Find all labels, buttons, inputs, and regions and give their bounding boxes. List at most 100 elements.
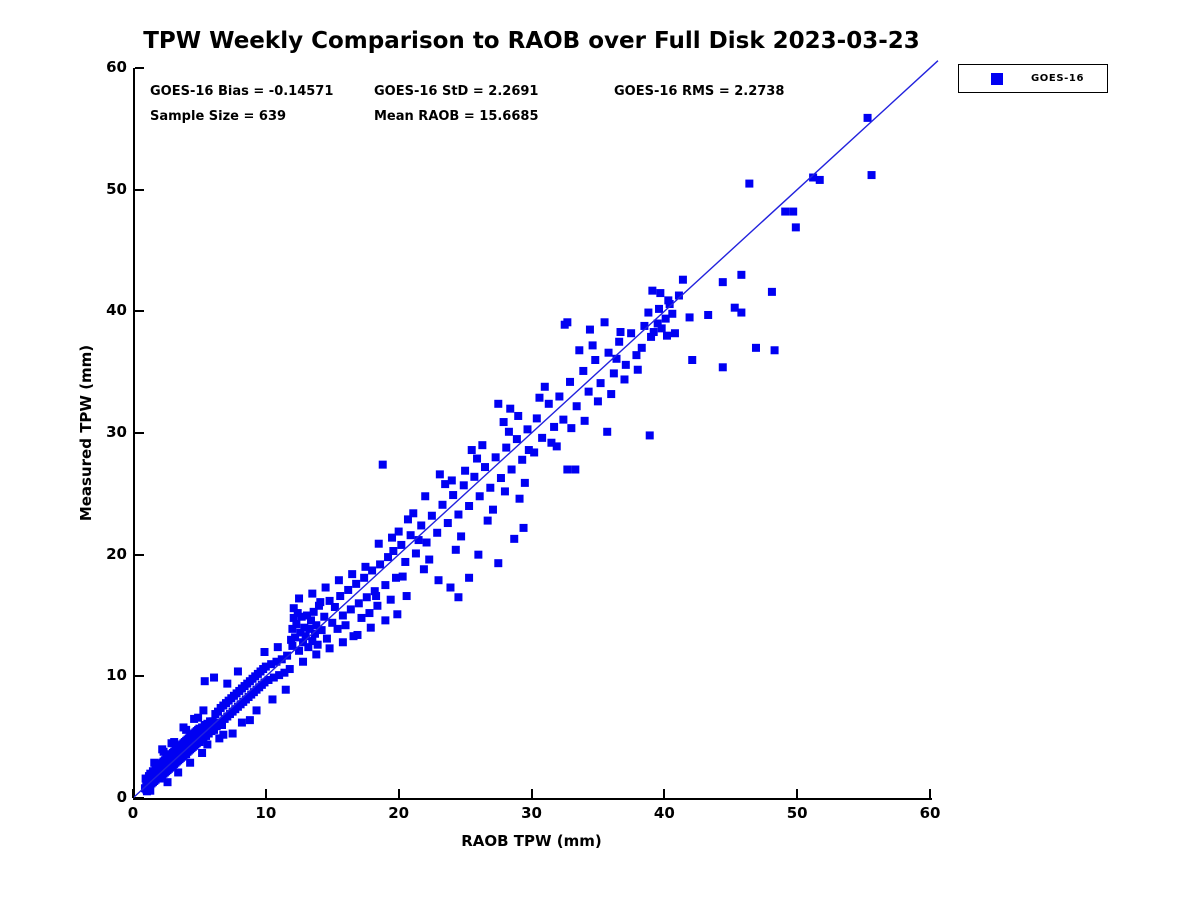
scatter-point bbox=[653, 319, 662, 328]
scatter-point bbox=[194, 713, 203, 722]
scatter-point bbox=[745, 179, 754, 188]
scatter-point bbox=[620, 375, 629, 384]
scatter-point bbox=[330, 602, 339, 611]
scatter-point bbox=[277, 655, 286, 664]
scatter-point bbox=[510, 534, 519, 543]
scatter-point bbox=[678, 275, 687, 284]
scatter-point bbox=[272, 657, 281, 666]
scatter-point bbox=[381, 581, 390, 590]
scatter-point bbox=[781, 207, 790, 216]
scatter-point bbox=[344, 585, 353, 594]
scatter-point bbox=[767, 287, 776, 296]
scatter-point bbox=[547, 438, 556, 447]
scatter-point bbox=[325, 644, 334, 653]
scatter-point bbox=[198, 748, 207, 757]
scatter-point bbox=[519, 523, 528, 532]
scatter-point bbox=[507, 465, 516, 474]
scatter-plot bbox=[132, 60, 939, 799]
scatter-point bbox=[398, 572, 407, 581]
scatter-point bbox=[593, 397, 602, 406]
scatter-point bbox=[406, 531, 415, 540]
scatter-point bbox=[352, 579, 361, 588]
scatter-point bbox=[637, 343, 646, 352]
scatter-point bbox=[372, 592, 381, 601]
identity-line bbox=[132, 60, 939, 799]
scatter-point bbox=[443, 519, 452, 528]
scatter-point bbox=[523, 425, 532, 434]
scatter-point bbox=[402, 592, 411, 601]
stat-std: GOES-16 StD = 2.2691 bbox=[374, 84, 539, 99]
scatter-point bbox=[360, 573, 369, 582]
scatter-point bbox=[305, 624, 314, 633]
scatter-point bbox=[535, 393, 544, 402]
scatter-point bbox=[182, 725, 191, 734]
scatter-point bbox=[288, 641, 297, 650]
scatter-point bbox=[388, 533, 397, 542]
scatter-point bbox=[321, 583, 330, 592]
scatter-point bbox=[283, 651, 292, 660]
scatter-point bbox=[386, 595, 395, 604]
scatter-point bbox=[303, 611, 312, 620]
scatter-point bbox=[473, 454, 482, 463]
scatter-point bbox=[146, 786, 155, 795]
scatter-point bbox=[199, 706, 208, 715]
scatter-point bbox=[644, 308, 653, 317]
scatter-point bbox=[306, 616, 315, 625]
scatter-point bbox=[459, 481, 468, 490]
scatter-point bbox=[612, 354, 621, 363]
x-tick bbox=[530, 789, 533, 798]
scatter-point bbox=[393, 610, 402, 619]
scatter-point bbox=[470, 472, 479, 481]
scatter-point bbox=[310, 629, 319, 638]
scatter-point bbox=[616, 328, 625, 337]
scatter-point bbox=[433, 528, 442, 537]
scatter-point bbox=[791, 223, 800, 232]
scatter-point bbox=[530, 448, 539, 457]
scatter-point bbox=[591, 356, 600, 364]
y-tick-label: 20 bbox=[106, 544, 127, 563]
scatter-point bbox=[295, 594, 304, 603]
scatter-point bbox=[588, 341, 597, 350]
scatter-point bbox=[264, 675, 273, 684]
scatter-point bbox=[312, 650, 321, 659]
scatter-point bbox=[219, 730, 228, 739]
scatter-point bbox=[288, 624, 297, 633]
scatter-point bbox=[438, 500, 447, 509]
scatter-point bbox=[596, 379, 605, 388]
legend-marker-square-icon bbox=[991, 72, 1003, 85]
scatter-point bbox=[374, 539, 383, 548]
scatter-point bbox=[737, 270, 746, 279]
scatter-point bbox=[815, 175, 824, 184]
scatter-point bbox=[475, 492, 484, 501]
scatter-point bbox=[353, 630, 362, 639]
scatter-point bbox=[447, 476, 456, 485]
stat-rms: GOES-16 RMS = 2.2738 bbox=[614, 84, 785, 99]
scatter-point bbox=[789, 207, 798, 216]
scatter-point bbox=[465, 502, 474, 510]
scatter-point bbox=[580, 416, 589, 425]
scatter-point bbox=[668, 309, 677, 318]
scatter-point bbox=[751, 343, 760, 352]
scatter-point bbox=[301, 632, 310, 641]
scatter-point bbox=[267, 660, 276, 669]
scatter-point bbox=[384, 553, 393, 562]
scatter-point bbox=[670, 329, 679, 338]
scatter-point bbox=[457, 532, 466, 541]
scatter-point bbox=[718, 363, 727, 372]
scatter-point bbox=[632, 351, 641, 360]
scatter-point bbox=[141, 774, 150, 783]
scatter-point bbox=[566, 377, 575, 386]
scatter-point bbox=[515, 494, 524, 503]
scatter-point bbox=[737, 308, 746, 317]
scatter-point bbox=[520, 478, 529, 487]
scatter-point bbox=[518, 455, 527, 464]
scatter-point bbox=[571, 465, 580, 474]
y-tick bbox=[135, 432, 144, 434]
stat-bias: GOES-16 Bias = -0.14571 bbox=[150, 84, 334, 99]
scatter-point bbox=[289, 613, 298, 622]
scatter-point bbox=[292, 620, 301, 629]
y-tick-label: 50 bbox=[106, 179, 127, 198]
scatter-point bbox=[317, 626, 326, 635]
scatter-point bbox=[655, 304, 664, 313]
x-tick-label: 30 bbox=[521, 804, 542, 822]
